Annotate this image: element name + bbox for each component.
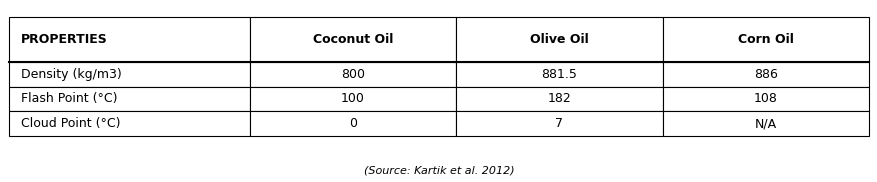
Text: (Source: Kartik et al. 2012): (Source: Kartik et al. 2012) xyxy=(363,166,514,176)
